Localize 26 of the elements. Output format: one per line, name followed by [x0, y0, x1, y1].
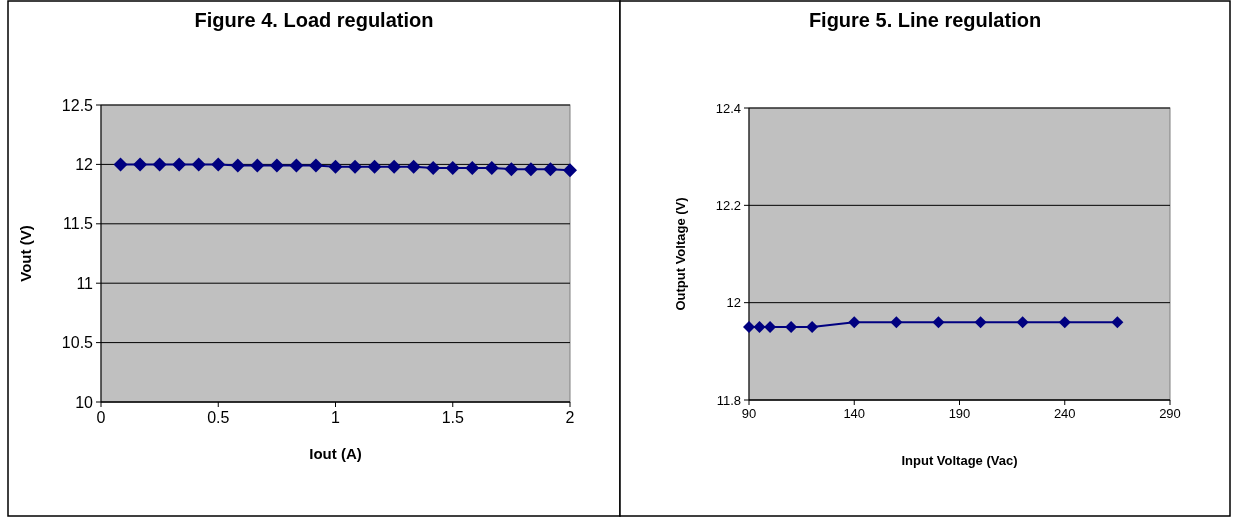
y-tick-label: 11.5	[63, 215, 94, 233]
x-tick-label: 90	[741, 406, 757, 422]
y-tick-label: 12.4	[715, 100, 741, 116]
x-tick-label: 140	[843, 406, 866, 422]
x-axis-title: Iout (A)	[309, 445, 362, 463]
x-tick-label: 0.5	[207, 408, 230, 426]
x-tick-label: 0	[96, 408, 106, 426]
x-tick-label: 240	[1053, 406, 1076, 422]
y-tick-label: 12	[726, 295, 741, 311]
y-tick-label: 12.2	[715, 197, 741, 213]
chart-title: Figure 4. Load regulation	[194, 9, 434, 31]
x-tick-label: 1.5	[441, 408, 464, 426]
x-tick-label: 2	[565, 408, 575, 426]
y-tick-label: 10.5	[61, 334, 94, 352]
y-tick-label: 12	[75, 156, 94, 173]
x-axis-title: Input Voltage (Vac)	[901, 452, 1018, 468]
x-tick-label: 290	[1159, 406, 1181, 422]
y-tick-label: 10	[75, 393, 94, 411]
chart-title: Figure 5. Line regulation	[808, 9, 1042, 31]
x-tick-label: 1	[331, 408, 341, 426]
y-axis-title: Vout (V)	[17, 225, 35, 282]
y-tick-label: 11	[76, 274, 94, 292]
y-tick-label: 12.5	[61, 96, 94, 114]
x-tick-label: 190	[948, 406, 971, 422]
y-tick-label: 11.8	[716, 392, 741, 408]
y-axis-title: Output Voltage (V)	[672, 197, 688, 311]
